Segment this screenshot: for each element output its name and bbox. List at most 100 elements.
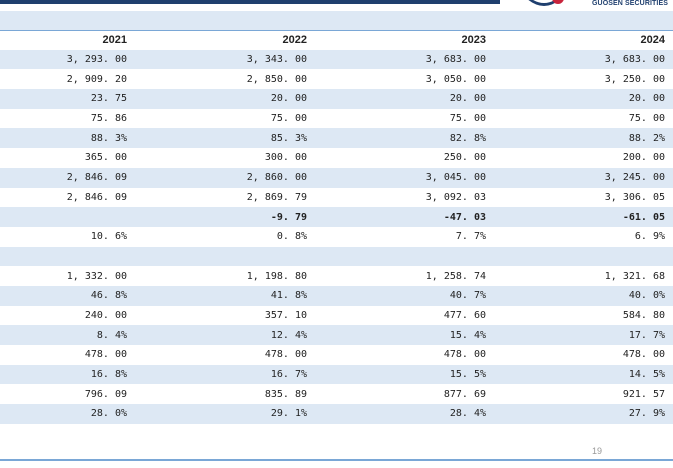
table-cell: 88. 2% [628,132,665,144]
table-row: 240. 00 357. 10 477. 60 584. 80 [0,305,673,326]
column-header: 2024 [640,34,665,47]
table-cell: 240. 00 [84,309,127,321]
table-cell: 20. 00 [270,93,307,105]
table-cell: 14. 5% [628,369,665,381]
table-cell: 17. 7% [628,329,665,341]
table-cell: 75. 00 [449,113,486,125]
table-cell: 41. 8% [270,290,307,302]
table-cell: 250. 00 [443,152,486,164]
table-row: 3, 293. 00 3, 343. 00 3, 683. 00 3, 683. 00 [0,49,673,70]
column-header: 2023 [461,34,486,47]
table-row: 478. 00 478. 00 478. 00 478. 00 [0,345,673,365]
table-cell: 3, 343. 00 [246,54,307,66]
bottom-rule [0,459,673,461]
table-cell: 3, 306. 05 [604,191,665,203]
table-cell: 796. 09 [84,388,127,400]
table-cell: 877. 69 [443,388,486,400]
table-cell: 46. 8% [90,290,127,302]
table-cell: 478. 00 [622,349,665,361]
table-row: 23. 75 20. 00 20. 00 20. 00 [0,89,673,109]
table-row: 2, 846. 09 2, 869. 79 3, 092. 03 3, 306. 05 [0,187,673,208]
table-cell: 40. 7% [449,290,486,302]
table-cell: 10. 6% [90,231,127,243]
logo-text: GUOSEN SECURITIES [592,0,668,7]
table-cell: 2, 869. 79 [246,191,307,203]
table-cell: -9. 79 [270,211,307,223]
table-cell: 2, 850. 00 [246,73,307,85]
table-cell: 3, 050. 00 [425,73,486,85]
financial-table: 2021 2022 2023 2024 3, 293. 00 3, 343. 00… [0,11,673,424]
table-body: 3, 293. 00 3, 343. 00 3, 683. 00 3, 683. 00… [0,49,673,424]
table-cell: 6. 9% [634,231,665,243]
table-row: 8. 4% 12. 4% 15. 4% 17. 7% [0,325,673,345]
table-cell: 477. 60 [443,309,486,321]
table-cell: -61. 05 [622,211,665,223]
column-header: 2021 [102,34,127,47]
table-cell: 3, 683. 00 [425,54,486,66]
table-cell: 200. 00 [622,152,665,164]
table-cell: 478. 00 [84,349,127,361]
table-cell: 1, 258. 74 [425,270,486,282]
table-cell: 3, 245. 00 [604,172,665,184]
table-cell: 88. 3% [90,132,127,144]
table-cell: 28. 0% [90,408,127,420]
table-cell: 584. 80 [622,309,665,321]
table-cell: 478. 00 [443,349,486,361]
table-cell: 15. 5% [449,369,486,381]
table-cell: 1, 321. 68 [604,270,665,282]
logo-mark-icon [528,0,564,6]
table-title-band [0,11,673,30]
table-cell: 3, 250. 00 [604,73,665,85]
table-row: 1, 332. 00 1, 198. 80 1, 258. 74 1, 321. 68 [0,266,673,286]
table-cell: 40. 0% [628,290,665,302]
table-row: 365. 00 300. 00 250. 00 200. 00 [0,148,673,168]
table-cell: 1, 198. 80 [246,270,307,282]
table-row: 46. 8% 41. 8% 40. 7% 40. 0% [0,285,673,306]
table-cell: 75. 00 [270,113,307,125]
table-row: 28. 0% 29. 1% 28. 4% 27. 9% [0,404,673,424]
table-cell: 2, 846. 09 [66,191,127,203]
table-cell: 357. 10 [264,309,307,321]
table-cell: 8. 4% [96,329,127,341]
table-cell: 23. 75 [90,93,127,105]
header-rule [0,0,500,4]
table-cell: 85. 3% [270,132,307,144]
table-cell: 28. 4% [449,408,486,420]
table-cell: 15. 4% [449,329,486,341]
table-cell: 0. 8% [276,231,307,243]
table-cell: 921. 57 [622,388,665,400]
table-cell: 365. 00 [84,152,127,164]
table-cell: 75. 00 [628,113,665,125]
table-row: 75. 86 75. 00 75. 00 75. 00 [0,108,673,129]
table-cell: 7. 7% [455,231,486,243]
table-cell: 2, 846. 09 [66,172,127,184]
table-row: 796. 09 835. 89 877. 69 921. 57 [0,384,673,405]
table-cell: 16. 8% [90,369,127,381]
table-cell: 835. 89 [264,388,307,400]
table-row: 10. 6% 0. 8% 7. 7% 6. 9% [0,226,673,247]
page-number: 19 [592,446,603,456]
table-cell: 20. 00 [449,93,486,105]
table-cell: 3, 092. 03 [425,191,486,203]
table-cell: 75. 86 [90,113,127,125]
column-header: 2022 [282,34,307,47]
table-cell: 3, 045. 00 [425,172,486,184]
table-row: 2, 846. 09 2, 860. 00 3, 045. 00 3, 245. 00 [0,167,673,188]
table-row: 16. 8% 16. 7% 15. 5% 14. 5% [0,364,673,385]
table-cell: 2, 909. 20 [66,73,127,85]
table-cell: 2, 860. 00 [246,172,307,184]
table-cell: 27. 9% [628,408,665,420]
table-cell: 478. 00 [264,349,307,361]
table-cell: 1, 332. 00 [66,270,127,282]
guosen-logo: GUOSEN SECURITIES [520,0,670,10]
table-row: 88. 3% 85. 3% 82. 8% 88. 2% [0,128,673,149]
table-row: -9. 79 -47. 03 -61. 05 [0,207,673,227]
table-cell: 29. 1% [270,408,307,420]
table-cell: 16. 7% [270,369,307,381]
table-cell: 3, 683. 00 [604,54,665,66]
table-cell: 20. 00 [628,93,665,105]
table-cell: 3, 293. 00 [66,54,127,66]
table-cell: 12. 4% [270,329,307,341]
table-header-row: 2021 2022 2023 2024 [0,30,673,50]
table-cell: 82. 8% [449,132,486,144]
